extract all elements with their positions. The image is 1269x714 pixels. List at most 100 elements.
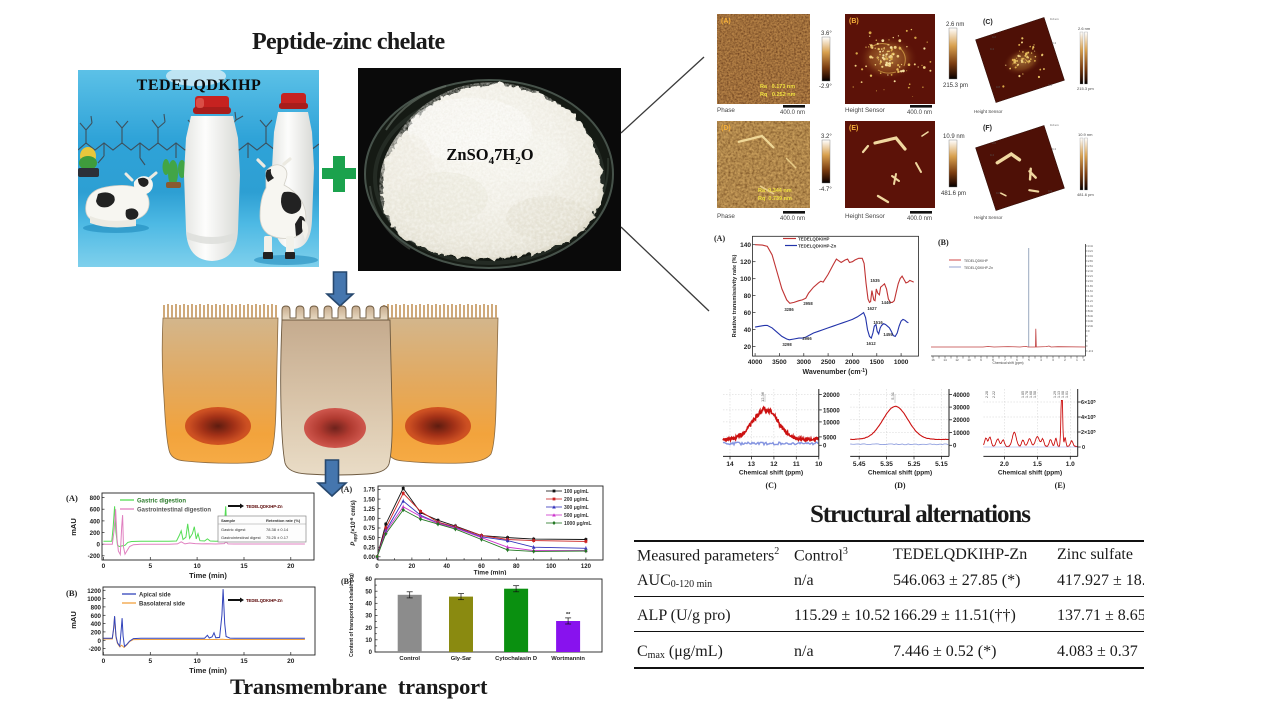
svg-text:4000: 4000 [748,359,763,366]
svg-text:0.25: 0.25 [363,545,375,551]
svg-text:1.29: 1.29 [1053,391,1057,398]
svg-text:215.3 pm: 215.3 pm [1077,86,1094,91]
svg-text:mAU: mAU [69,611,78,629]
svg-text:(A): (A) [341,485,352,494]
svg-text:3298: 3298 [782,342,792,347]
svg-text:481.6 pm: 481.6 pm [941,191,966,197]
svg-text:0: 0 [369,650,373,656]
svg-text:2.4×10⁷: 2.4×10⁷ [1088,269,1093,273]
svg-text:800: 800 [91,604,102,611]
svg-text:ZnSO47H2O: ZnSO47H2O [446,145,533,167]
svg-text:Control: Control [399,656,420,662]
svg-text:1.13: 1.13 [1057,391,1061,398]
svg-text:6×105: 6×105 [1081,399,1096,407]
svg-text:12: 12 [955,358,959,362]
svg-text:5.45: 5.45 [853,461,866,468]
svg-text:(B): (B) [341,577,352,586]
svg-text:(C): (C) [983,19,993,26]
svg-text:2.6×10⁷: 2.6×10⁷ [1088,264,1093,268]
svg-text:10: 10 [365,638,372,644]
svg-text:0.6: 0.6 [1048,83,1052,87]
svg-text:60: 60 [365,577,372,583]
svg-text:400.0 nm: 400.0 nm [907,110,932,116]
svg-text:2.8×10⁷: 2.8×10⁷ [1088,259,1093,263]
svg-text:20: 20 [744,344,752,351]
svg-text:400.0 nm: 400.0 nm [780,110,805,116]
svg-text:0: 0 [953,444,957,450]
svg-text:3.0×10⁷: 3.0×10⁷ [1088,254,1093,258]
svg-text:20: 20 [409,564,416,570]
svg-text:2.28: 2.28 [985,391,989,398]
svg-text:80: 80 [744,293,752,300]
svg-text:20: 20 [287,563,295,570]
svg-text:20: 20 [287,658,295,665]
svg-text:30: 30 [365,614,372,620]
svg-text:(D): (D) [721,125,731,132]
svg-text:Gly-Sar: Gly-Sar [451,656,472,662]
svg-text:5.25: 5.25 [908,461,921,468]
svg-text:2×105: 2×105 [1081,429,1096,437]
svg-text:40: 40 [443,564,450,570]
svg-text:4×10⁶: 4×10⁶ [1088,319,1093,323]
svg-text:2500: 2500 [821,359,836,366]
svg-text:Height Sensor: Height Sensor [845,107,885,114]
svg-text:1000: 1000 [87,596,101,603]
svg-text:5: 5 [1028,358,1030,362]
svg-text:481.6 pm: 481.6 pm [1077,192,1094,197]
svg-text:1.25: 1.25 [363,507,375,513]
svg-text:2.0: 2.0 [1000,461,1009,468]
svg-text:400.0 nm: 400.0 nm [780,216,805,222]
svg-text:200: 200 [90,530,101,537]
svg-text:10: 10 [193,563,201,570]
svg-text:2958: 2958 [803,301,813,306]
svg-text:1.58: 1.58 [1033,391,1037,398]
svg-text:2.0×10⁷: 2.0×10⁷ [1088,279,1093,283]
svg-text:0: 0 [102,563,106,570]
svg-text:200: 200 [91,629,102,636]
svg-text:140: 140 [740,242,751,249]
svg-text:0: 0 [375,564,379,570]
svg-text:0.4: 0.4 [990,153,994,157]
svg-text:0.6: 0.6 [1048,189,1052,193]
svg-text:Time (min): Time (min) [189,666,227,675]
svg-text:2.6 nm: 2.6 nm [946,22,964,28]
svg-text:Apical side: Apical side [139,593,171,599]
svg-text:0: 0 [97,542,101,549]
svg-text:4×105: 4×105 [1081,414,1096,422]
svg-text:0.8: 0.8 [996,85,1000,89]
svg-text:Rq 0.252 nm: Rq 0.252 nm [760,92,796,98]
svg-text:800: 800 [90,495,101,502]
svg-text:TEDELQDKIHP-Zn: TEDELQDKIHP-Zn [246,598,283,603]
svg-text:60: 60 [744,310,752,317]
svg-text:5000: 5000 [823,435,837,441]
svg-text:Papp(×10-6 cm/s): Papp(×10-6 cm/s) [349,500,358,546]
svg-text:0: 0 [102,658,106,665]
svg-text:2966: 2966 [802,336,812,341]
svg-text:Chemical shift (ppm): Chemical shift (ppm) [998,470,1062,477]
svg-text:6: 6 [1016,358,1018,362]
svg-text:400: 400 [90,518,101,525]
svg-text:0.4: 0.4 [990,47,994,51]
svg-text:1.2×10⁷: 1.2×10⁷ [1088,299,1093,303]
svg-text:Basolateral side: Basolateral side [139,602,186,608]
svg-text:1.0×10⁷: 1.0×10⁷ [1088,304,1093,308]
svg-text:8: 8 [992,358,994,362]
svg-text:15: 15 [240,658,248,665]
svg-text:0.4: 0.4 [1052,147,1056,151]
svg-text:10000: 10000 [823,420,840,426]
svg-text:Relative transmissivity rate (: Relative transmissivity rate (%) [732,255,738,338]
svg-text:1: 1 [1076,358,1078,362]
svg-text:-2.9°: -2.9° [819,84,832,90]
svg-text:10000: 10000 [953,431,970,437]
svg-text:Rq 0.739 nm: Rq 0.739 nm [758,196,792,202]
svg-text:mAU: mAU [69,518,78,536]
svg-text:2: 2 [1064,358,1066,362]
svg-text:3: 3 [1052,358,1054,362]
svg-text:TEDELQDKIHP: TEDELQDKIHP [137,77,262,94]
svg-text:15000: 15000 [823,408,840,414]
svg-text:1612: 1612 [866,341,876,346]
svg-text:50: 50 [365,589,372,595]
svg-text:14: 14 [943,358,947,362]
svg-text:Gastrointestinal digestion: Gastrointestinal digestion [137,508,211,514]
svg-text:600: 600 [91,613,102,620]
